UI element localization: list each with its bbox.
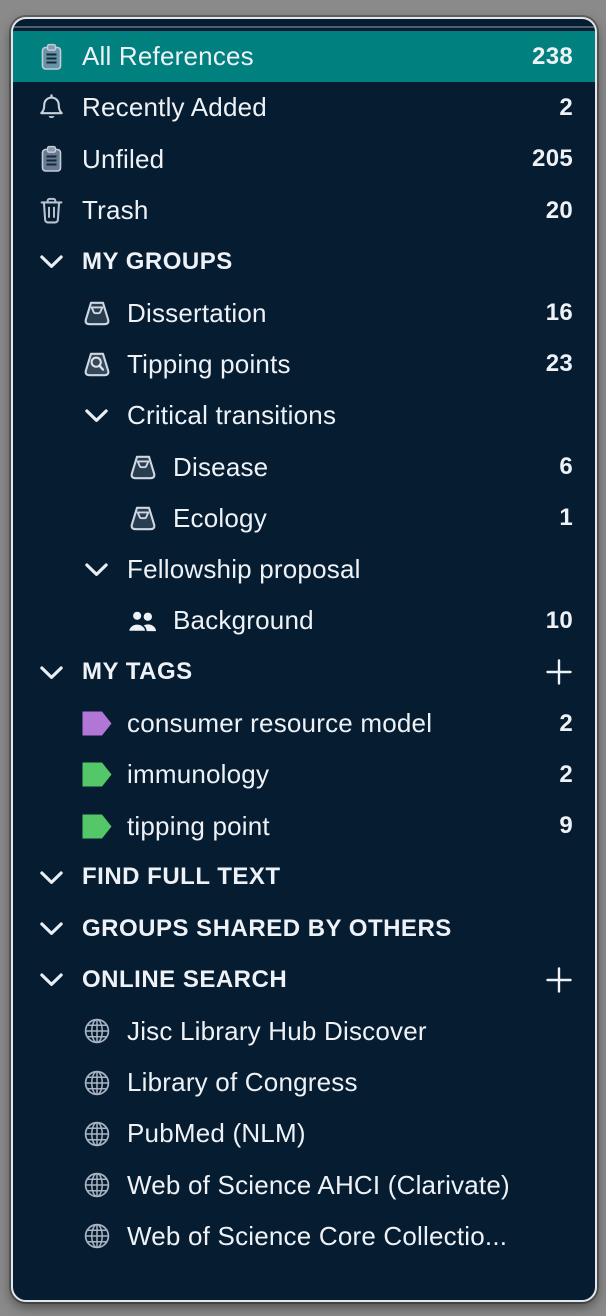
subsection-label: Fellowship proposal [127,554,361,585]
section-header-my-tags[interactable]: MY TAGS [13,647,595,698]
subsection-critical-transitions[interactable]: Critical transitions [13,390,595,441]
item-count: 2 [559,760,573,788]
sidebar-item-library-of-congress[interactable]: Library of Congress [13,1057,595,1108]
item-label: Library of Congress [127,1067,358,1098]
subsection-label: Critical transitions [127,400,337,431]
item-label: Web of Science Core Collectio... [127,1220,508,1251]
trash-icon [36,197,67,224]
chevron-down-icon[interactable] [36,869,67,886]
chevron-down-icon[interactable] [81,407,112,424]
item-count: 16 [545,299,573,327]
tag-icon [81,762,112,787]
globe-icon [81,1222,112,1250]
item-count: 10 [545,606,573,634]
item-count: 2 [559,709,573,737]
item-label: Dissertation [127,297,267,328]
sidebar-item-trash[interactable]: Trash 20 [13,185,595,236]
item-count: 238 [532,42,573,70]
sidebar-item-tag-immunology[interactable]: immunology 2 [13,749,595,800]
sidebar-item-unfiled[interactable]: Unfiled 205 [13,134,595,185]
section-header-online-search[interactable]: ONLINE SEARCH [13,954,595,1005]
item-count: 20 [545,196,573,224]
group-tray-icon [81,300,112,327]
section-label: FIND FULL TEXT [82,863,281,891]
item-count: 6 [559,453,573,481]
item-label: tipping point [127,810,270,841]
item-label: Background [173,605,314,636]
item-count: 205 [532,145,573,173]
item-label: Unfiled [82,143,165,174]
chevron-down-icon[interactable] [36,664,67,681]
sidebar-item-recently-added[interactable]: Recently Added 2 [13,82,595,133]
sidebar-rows: All References 238 Recently Added 2 Unfi… [13,31,595,1262]
section-label: GROUPS SHARED BY OTHERS [82,914,452,942]
top-divider [13,26,595,28]
sidebar-item-web-of-science-ahci[interactable]: Web of Science AHCI (Clarivate) [13,1160,595,1211]
section-header-find-full-text[interactable]: FIND FULL TEXT [13,852,595,903]
chevron-down-icon[interactable] [36,920,67,937]
item-label: Tipping points [127,348,291,379]
library-sidebar: All References 238 Recently Added 2 Unfi… [11,17,597,1302]
sidebar-item-pubmed-nlm[interactable]: PubMed (NLM) [13,1108,595,1159]
section-header-my-groups[interactable]: MY GROUPS [13,236,595,287]
globe-icon [81,1171,112,1199]
item-count: 2 [559,93,573,121]
chevron-down-icon[interactable] [36,971,67,988]
sidebar-item-web-of-science-core-collection[interactable]: Web of Science Core Collectio... [13,1211,595,1262]
sidebar-item-all-references[interactable]: All References 238 [13,31,595,83]
people-icon [127,608,158,634]
clipboard-icon [36,43,67,71]
sidebar-item-background[interactable]: Background 10 [13,595,595,646]
item-label: PubMed (NLM) [127,1118,306,1149]
bell-icon [36,94,67,122]
chevron-down-icon[interactable] [81,561,112,578]
group-tray-icon [127,505,158,532]
item-label: Jisc Library Hub Discover [127,1015,427,1046]
item-label: Recently Added [82,92,267,123]
sidebar-item-ecology[interactable]: Ecology 1 [13,493,595,544]
globe-icon [81,1017,112,1045]
chevron-down-icon[interactable] [36,253,67,270]
item-label: Disease [173,451,269,482]
item-count: 9 [559,812,573,840]
item-label: All References [82,41,254,72]
clipboard-icon [36,145,67,173]
tag-icon [81,711,112,736]
section-header-groups-shared-by-others[interactable]: GROUPS SHARED BY OTHERS [13,903,595,954]
subsection-fellowship-proposal[interactable]: Fellowship proposal [13,544,595,595]
add-tag-button[interactable] [545,658,573,686]
section-label: MY GROUPS [82,247,233,275]
section-label: ONLINE SEARCH [82,965,288,993]
smart-group-icon [81,351,112,378]
section-label: MY TAGS [82,658,193,686]
sidebar-item-tag-tipping-point[interactable]: tipping point 9 [13,800,595,851]
sidebar-item-disease[interactable]: Disease 6 [13,441,595,492]
item-label: Ecology [173,502,267,533]
globe-icon [81,1120,112,1148]
item-label: Trash [82,195,149,226]
globe-icon [81,1069,112,1097]
add-online-search-button[interactable] [545,966,573,994]
sidebar-item-tipping-points[interactable]: Tipping points 23 [13,339,595,390]
tag-icon [81,814,112,839]
item-count: 1 [559,504,573,532]
sidebar-item-dissertation[interactable]: Dissertation 16 [13,287,595,338]
item-label: immunology [127,759,270,790]
group-tray-icon [127,454,158,481]
item-count: 23 [545,350,573,378]
sidebar-item-jisc-library-hub-discover[interactable]: Jisc Library Hub Discover [13,1006,595,1057]
item-label: Web of Science AHCI (Clarivate) [127,1169,510,1200]
item-label: consumer resource model [127,708,433,738]
sidebar-item-tag-consumer-resource-model[interactable]: consumer resource model 2 [13,698,595,749]
